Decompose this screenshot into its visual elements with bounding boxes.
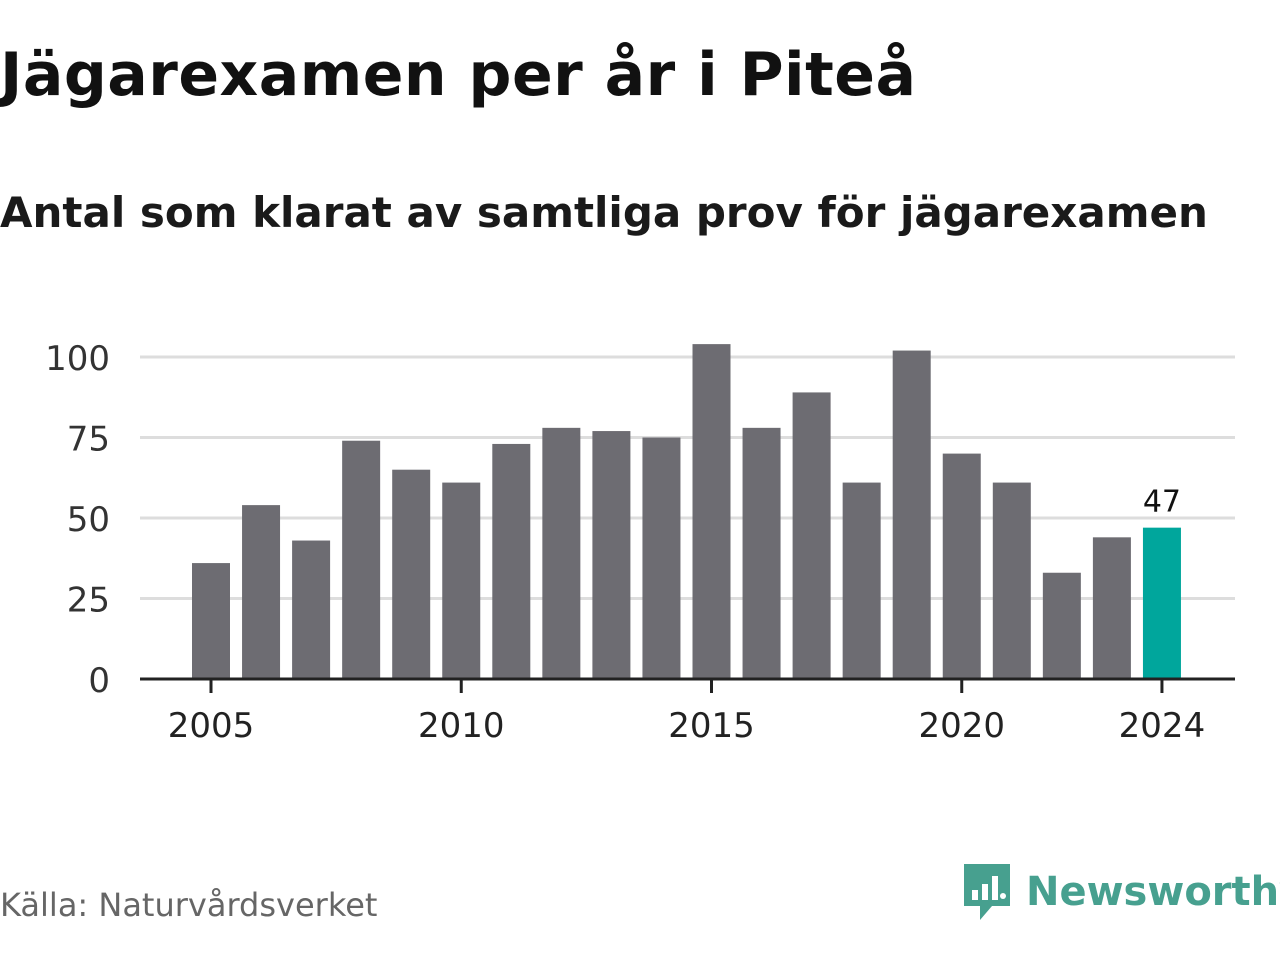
y-tick-label: 75 [67, 420, 110, 460]
bar [1042, 572, 1081, 679]
bar [892, 350, 931, 679]
bar [692, 344, 731, 679]
bar [742, 427, 781, 679]
bar [242, 505, 281, 679]
bar [492, 443, 531, 679]
brand-logo: Newsworthy [962, 862, 1280, 922]
bar [542, 427, 581, 679]
bar-chart: 0 25 50 75 100 47 2005 2010 2015 2020 2024 [45, 339, 1235, 746]
bar [292, 540, 331, 679]
chart-subtitle: Antal som klarat av samtliga prov för jä… [0, 188, 1208, 237]
source-note: Källa: Naturvårdsverket [0, 886, 378, 924]
x-tick-label: 2020 [918, 706, 1005, 746]
bar-highlight [1142, 527, 1181, 679]
x-tick-label: 2024 [1119, 706, 1206, 746]
bar [442, 482, 481, 679]
y-tick-label: 0 [88, 661, 110, 701]
x-tick-label: 2015 [668, 706, 755, 746]
chart-title: Jägarexamen per år i Piteå [0, 40, 917, 110]
y-tick-label: 100 [45, 339, 110, 379]
bar [342, 440, 381, 679]
bar [942, 453, 981, 679]
bar [192, 563, 230, 679]
newsworthy-logo-icon [964, 864, 1010, 920]
bar [592, 431, 631, 679]
y-tick-label: 50 [67, 500, 110, 540]
bar [642, 437, 681, 679]
bar [792, 392, 831, 679]
bar [992, 482, 1031, 679]
brand-name: Newsworthy [1026, 869, 1280, 915]
data-label: 47 [1143, 485, 1181, 520]
x-tick-label: 2010 [418, 706, 505, 746]
bar [1092, 537, 1131, 679]
bar [392, 469, 431, 679]
y-tick-label: 25 [67, 581, 110, 621]
x-tick-label: 2005 [168, 706, 255, 746]
bar [842, 482, 881, 679]
